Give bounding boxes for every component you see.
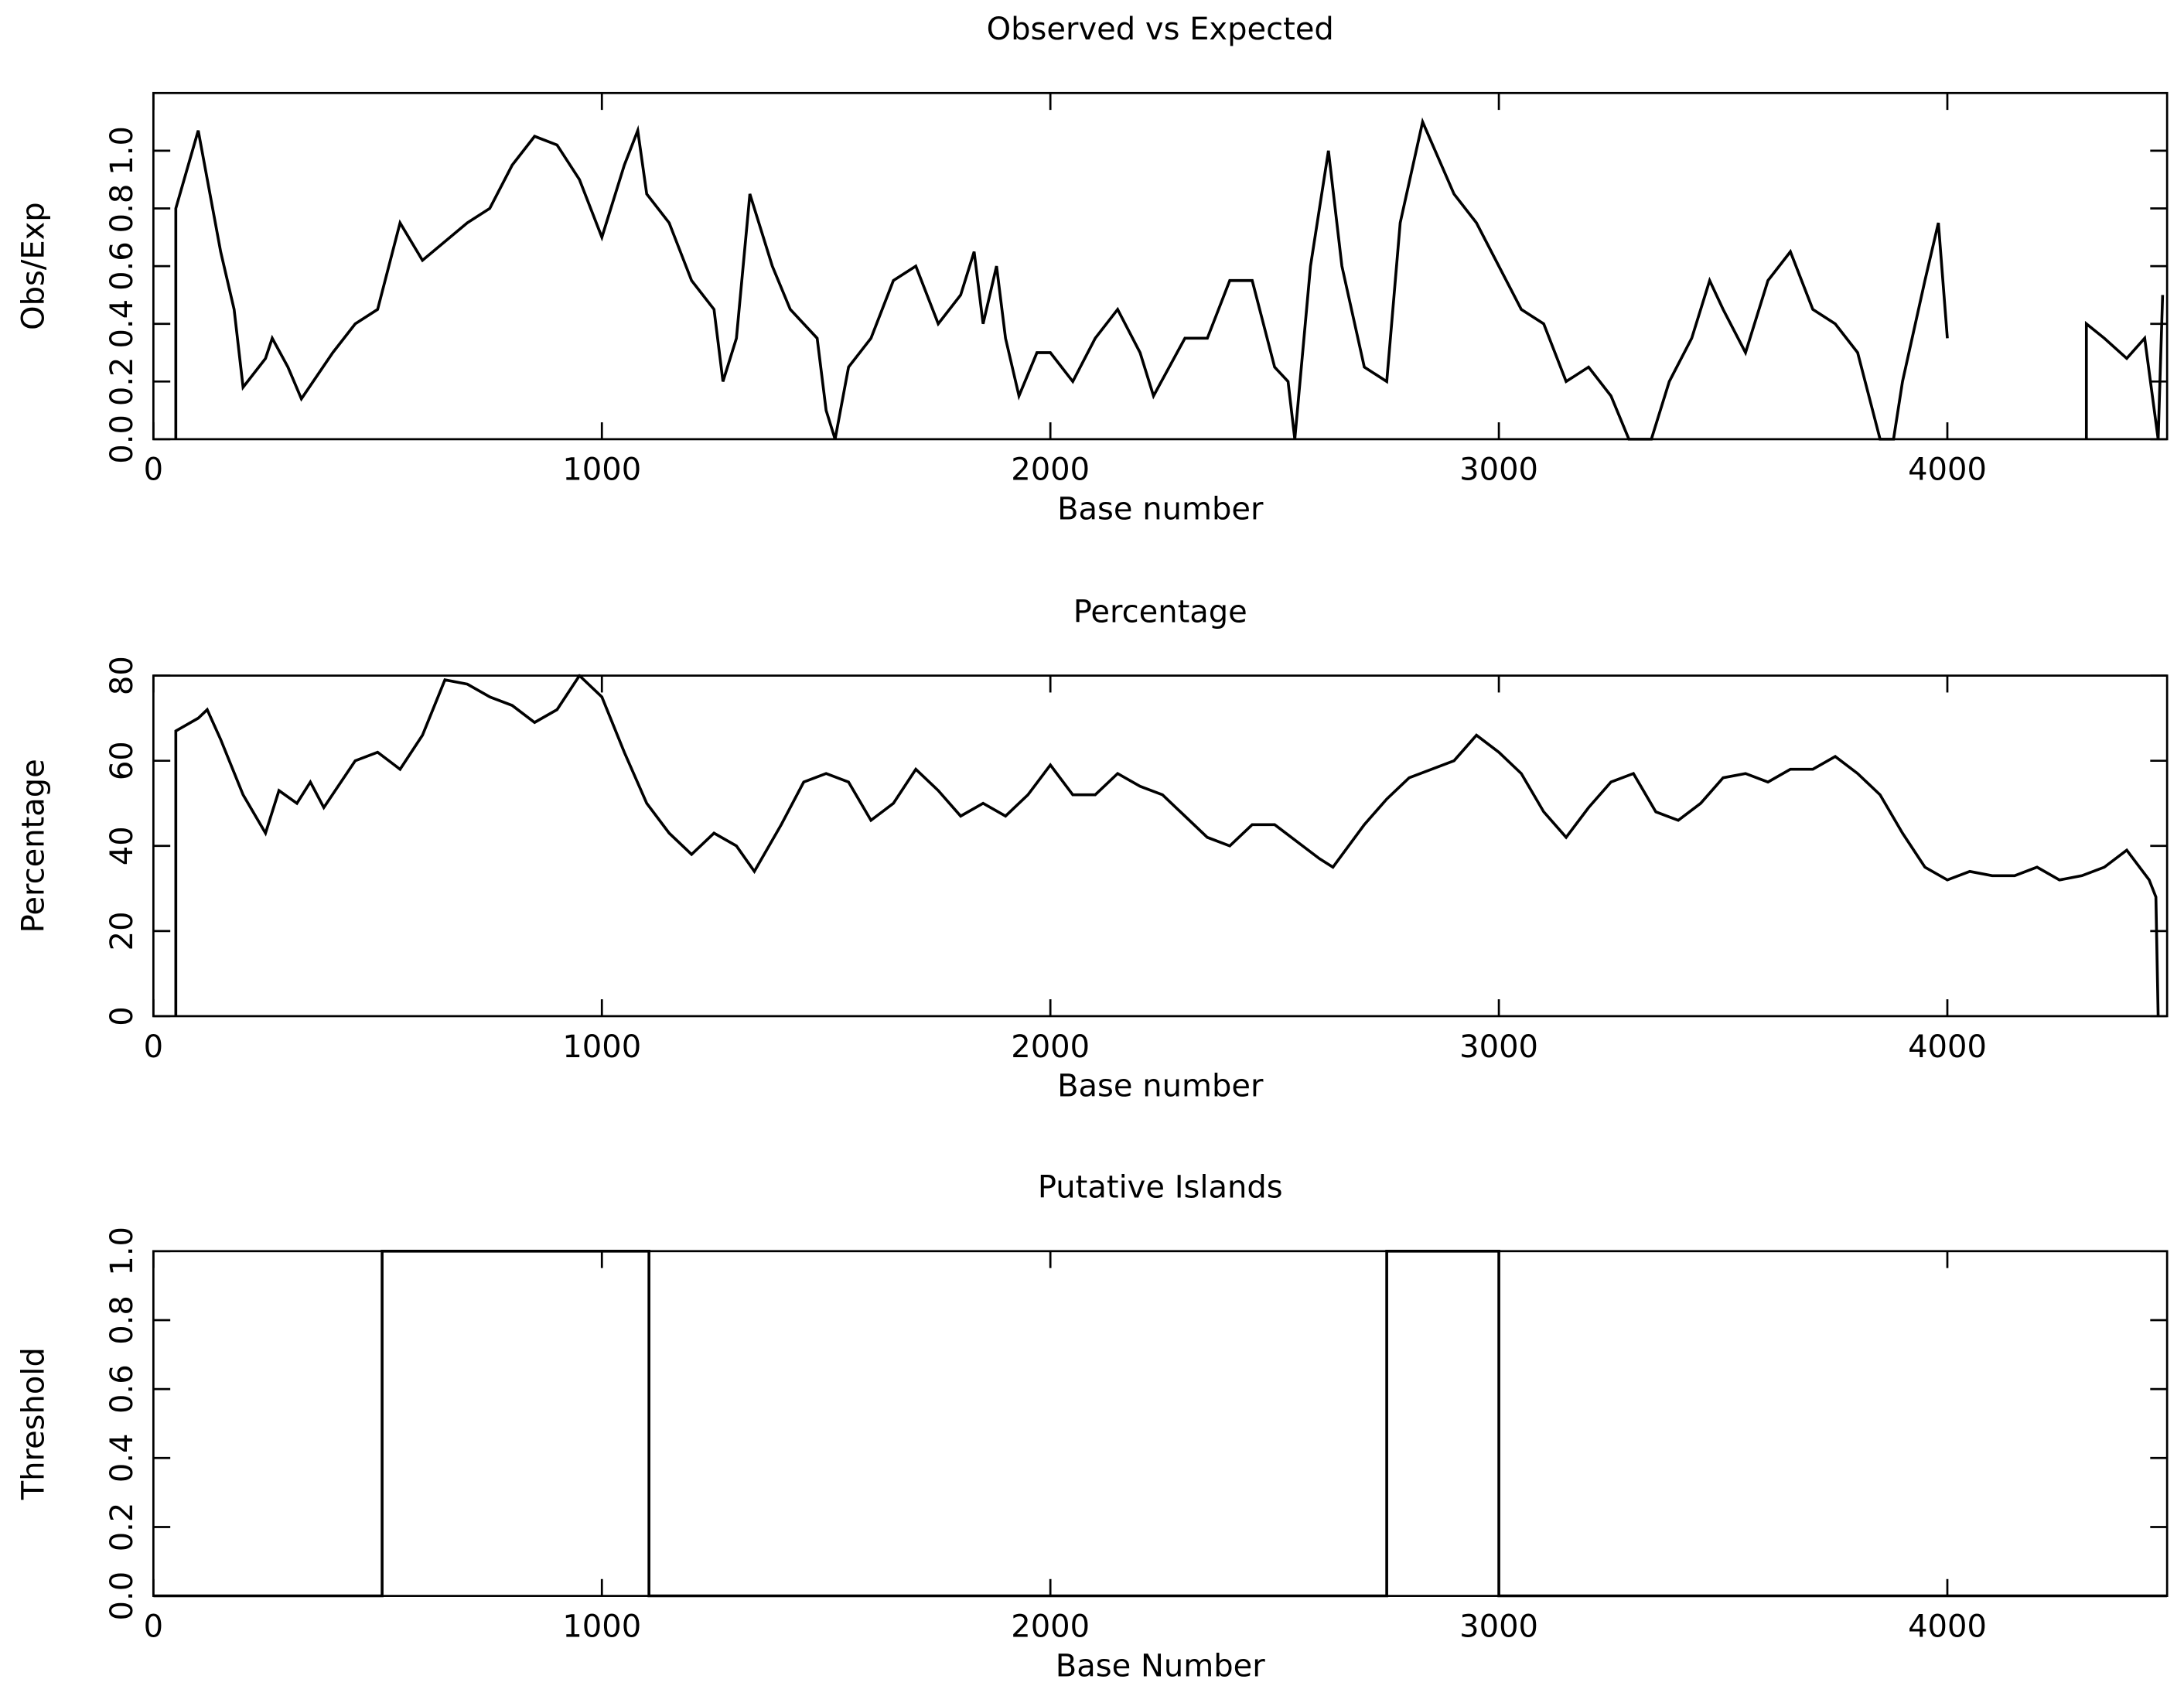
x-tick-label: 2000	[1011, 1029, 1090, 1065]
chart-title: Percentage	[1073, 595, 1247, 630]
chart: Percentage Base number Percentage 0 1000 2000…	[15, 595, 2169, 1104]
y-tick-label: 0.4	[104, 1433, 140, 1483]
y-tick-label: 1.0	[104, 126, 140, 176]
y-tick-label: 1.0	[104, 1227, 140, 1276]
x-axis-label: Base number	[1057, 492, 1264, 527]
y-tick-label: 80	[104, 656, 140, 695]
plot-frame	[152, 91, 2169, 441]
x-tick-label: 3000	[1459, 1609, 1538, 1644]
y-axis-label: Threshold	[15, 1347, 51, 1500]
chart: Putative Islands Base Number Threshold 0 100…	[15, 1170, 2169, 1684]
x-tick-label: 4000	[1908, 452, 1987, 488]
chart-title: Putative Islands	[1038, 1170, 1283, 1206]
x-tick-label: 1000	[562, 1029, 641, 1065]
data-line	[174, 674, 2160, 1016]
x-axis-label: Base number	[1057, 1069, 1264, 1104]
y-tick-label: 0.4	[104, 299, 140, 349]
x-tick-label: 4000	[1908, 1029, 1987, 1065]
chart-title: Observed vs Expected	[987, 12, 1334, 47]
x-tick-label: 4000	[1908, 1609, 1987, 1644]
plot-frame	[152, 1250, 2169, 1597]
y-tick-label: 0	[104, 1006, 140, 1025]
y-tick-label: 0.2	[104, 1503, 140, 1552]
x-tick-label: 0	[144, 1609, 163, 1644]
y-tick-label: 0.6	[104, 241, 140, 291]
y-tick-label: 20	[104, 911, 140, 950]
y-tick-label: 0.2	[104, 357, 140, 406]
data-line	[174, 117, 2165, 441]
x-tick-label: 3000	[1459, 1029, 1538, 1065]
y-tick-label: 0.0	[104, 415, 140, 464]
y-tick-label: 60	[104, 741, 140, 780]
y-tick-label: 0.8	[104, 1295, 140, 1345]
x-tick-label: 0	[144, 452, 163, 488]
x-tick-label: 1000	[562, 452, 641, 488]
data-line	[153, 1249, 2168, 1598]
y-axis-label: Percentage	[15, 759, 51, 933]
x-tick-label: 2000	[1011, 452, 1090, 488]
x-tick-label: 1000	[562, 1609, 641, 1644]
y-tick-label: 0.0	[104, 1571, 140, 1621]
y-axis-label: Obs/Exp	[15, 202, 51, 330]
plot-frame	[152, 674, 2169, 1018]
chart: Observed vs Expected Base number Obs/Exp 0 1…	[15, 12, 2169, 527]
y-tick-label: 0.6	[104, 1364, 140, 1414]
x-tick-label: 0	[144, 1029, 163, 1065]
x-tick-label: 2000	[1011, 1609, 1090, 1644]
x-axis-label: Base Number	[1056, 1648, 1265, 1684]
y-tick-label: 40	[104, 826, 140, 865]
y-tick-label: 0.8	[104, 184, 140, 234]
x-tick-label: 3000	[1459, 452, 1538, 488]
